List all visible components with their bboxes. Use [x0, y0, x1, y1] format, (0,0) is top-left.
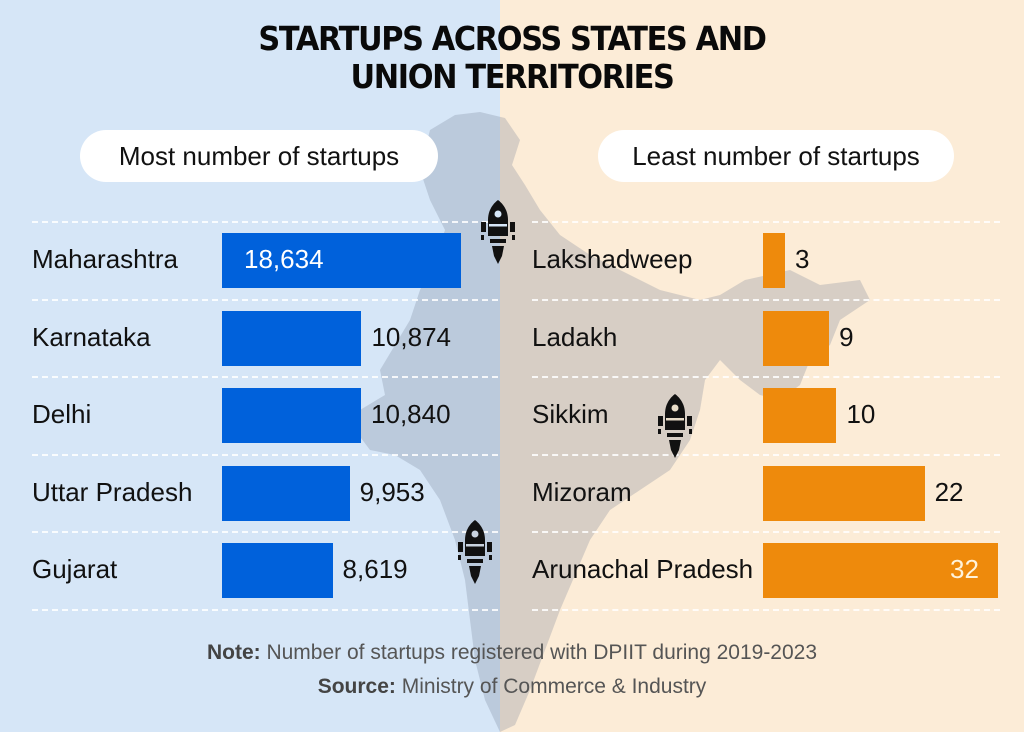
least-bar: [763, 233, 786, 288]
row-separator: [32, 298, 498, 301]
map-shape: [355, 112, 870, 732]
least-category-label: Arunachal Pradesh: [532, 554, 754, 584]
row-separator: [532, 453, 1000, 456]
most-value-label: 10,874: [371, 321, 451, 352]
least-startups-heading: Least number of startups: [598, 130, 954, 182]
row-separator: [532, 531, 1000, 533]
row-separator: [532, 376, 1000, 378]
least-category-label: Sikkim: [532, 399, 609, 429]
row-separator: [532, 298, 1000, 301]
least-bar: [763, 388, 837, 443]
least-value-label: 10: [846, 399, 876, 429]
note-label: Note:: [206, 641, 261, 664]
row-separator: [532, 608, 1000, 611]
most-bar: [222, 388, 362, 443]
row-separator: [32, 608, 498, 611]
rocket-icon: [658, 394, 692, 458]
most-bar: [222, 543, 333, 598]
least-category-label: Mizoram: [532, 476, 632, 507]
most-value-label: 18,634: [244, 244, 324, 274]
row-separator: [32, 376, 498, 378]
row-separator: [32, 221, 498, 223]
least-bar: [763, 543, 998, 598]
row-separator: [532, 221, 1000, 223]
most-category-label: Uttar Pradesh: [32, 476, 193, 507]
most-bar: [222, 465, 350, 521]
rocket-icon: [458, 520, 492, 584]
most-category-label: Delhi: [32, 399, 92, 429]
chart-title: STARTUPS ACROSS STATES AND UNION TERRITO…: [41, 20, 983, 96]
source-line: Source: Ministry of Commerce & Industry: [0, 675, 1024, 699]
most-value-label: 10,840: [371, 399, 451, 429]
least-value-label: 32: [950, 554, 979, 584]
least-bar: [763, 465, 925, 521]
note-text: Number of startups registered with DPIIT…: [260, 641, 818, 664]
title-line-2: UNION TERRITORIES: [350, 57, 674, 96]
rocket-icon: [481, 200, 515, 264]
least-value-label: 9: [839, 321, 854, 352]
footnote: Note: Number of startups registered with…: [0, 641, 1024, 665]
row-separator: [32, 453, 498, 456]
least-category-label: Ladakh: [532, 321, 618, 352]
most-category-label: Karnataka: [32, 321, 151, 352]
most-value-label: 9,953: [359, 476, 425, 507]
least-category-label: Lakshadweep: [532, 244, 693, 274]
source-text: Ministry of Commerce & Industry: [395, 675, 707, 698]
least-value-label: 22: [934, 476, 964, 507]
most-category-label: Gujarat: [32, 554, 118, 584]
most-bar: [222, 310, 362, 366]
least-value-label: 3: [795, 244, 810, 274]
least-bar: [763, 310, 830, 366]
most-startups-heading: Most number of startups: [80, 130, 438, 182]
most-value-label: 8,619: [342, 554, 408, 584]
source-label: Source:: [317, 675, 396, 698]
title-line-1: STARTUPS ACROSS STATES AND: [258, 19, 767, 58]
row-separator: [32, 531, 498, 533]
most-category-label: Maharashtra: [32, 244, 178, 274]
most-bar: [222, 233, 461, 288]
